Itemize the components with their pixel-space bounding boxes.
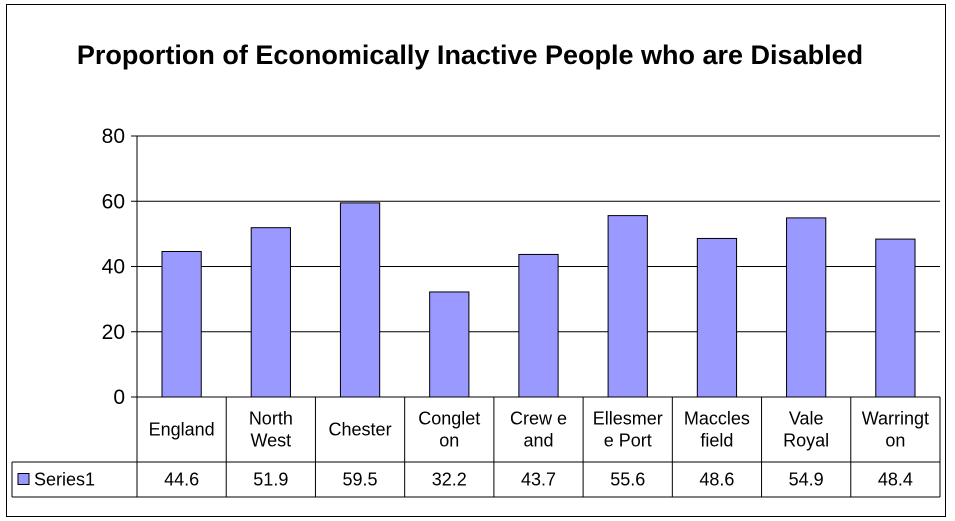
data-table-value: 51.9 [253,470,288,490]
category-label: Vale [789,409,824,429]
bar [607,215,648,398]
bar [339,202,381,398]
legend-key-icon [17,473,30,485]
category-label: Ellesmer [593,409,663,429]
data-table-value: 43.7 [521,470,556,490]
category-label: on [439,431,459,451]
category-label: Crew e [510,409,567,429]
category-label: field [700,431,733,451]
bar [518,253,559,398]
data-table-value: 32.2 [432,470,467,490]
y-tick-label: 20 [102,321,125,344]
category-label: Maccles [684,409,750,429]
category-label: and [523,431,553,451]
bar [250,227,291,398]
y-tick-label: 60 [102,190,125,213]
bar [786,217,827,398]
category-label: Royal [783,431,829,451]
data-table-value: 48.4 [878,470,913,490]
category-label: North [249,409,293,429]
category-label: West [250,431,291,451]
data-table-value: 55.6 [610,470,645,490]
y-tick-label: 0 [113,386,125,409]
bar [429,291,470,398]
data-table-value: 54.9 [789,470,824,490]
bar [161,250,202,398]
category-label: Conglet [418,409,480,429]
data-table-value: 44.6 [164,470,199,490]
y-tick-label: 80 [102,125,125,148]
category-label: Chester [329,420,392,440]
y-tick-label: 40 [102,256,125,279]
category-label: England [149,420,215,440]
data-table-value: 59.5 [343,470,378,490]
data-table-value: 48.6 [699,470,734,490]
category-label: e Port [604,431,652,451]
category-label: Warringt [862,409,929,429]
bar [875,238,916,398]
chart-title: Proportion of Economically Inactive Peop… [76,40,864,70]
category-label: on [885,431,905,451]
legend-series-name: Series1 [34,470,95,490]
bar [696,237,738,398]
